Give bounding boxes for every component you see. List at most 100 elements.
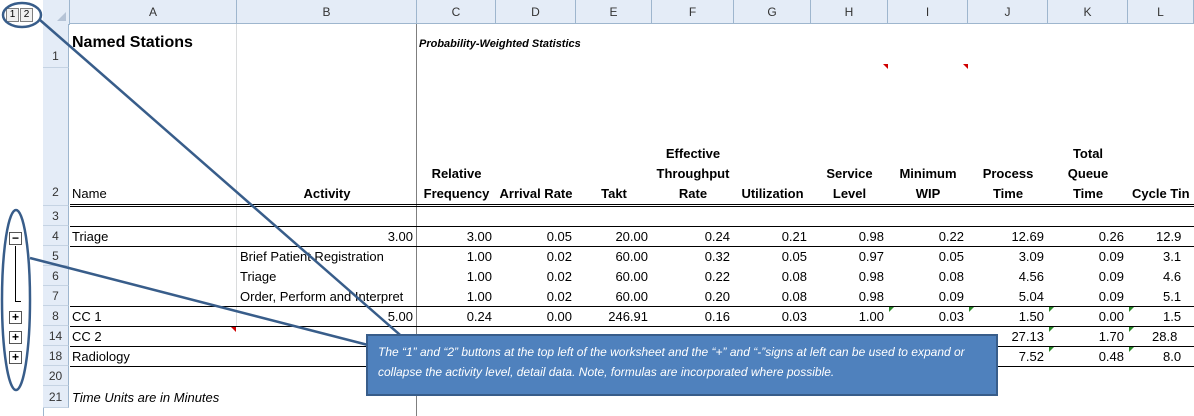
cell-value[interactable]: 28.8 bbox=[1152, 329, 1178, 344]
cell-value[interactable]: 1.50 bbox=[1018, 309, 1044, 324]
cell-value[interactable]: 0.32 bbox=[704, 249, 730, 264]
cell-value[interactable]: 12.69 bbox=[1011, 229, 1044, 244]
header-activity[interactable]: Activity bbox=[303, 186, 351, 201]
cell-value[interactable]: 12.9 bbox=[1156, 229, 1182, 244]
cell-value[interactable]: 0.22 bbox=[938, 229, 964, 244]
cell-activity[interactable]: Order, Perform and Interpret bbox=[240, 289, 404, 304]
outline-level-2-button[interactable]: 2 bbox=[20, 8, 33, 22]
column-header-j[interactable]: J bbox=[968, 0, 1048, 24]
outline-level-1-button[interactable]: 1 bbox=[6, 8, 19, 22]
cell-name[interactable]: Triage bbox=[72, 229, 109, 244]
cell-name[interactable]: Radiology bbox=[72, 349, 130, 364]
header-utilization[interactable]: Utilization bbox=[741, 186, 804, 201]
column-header-e[interactable]: E bbox=[576, 0, 652, 24]
cell-value[interactable]: 0.21 bbox=[781, 229, 807, 244]
cell-value[interactable]: 0.05 bbox=[781, 249, 807, 264]
row-header-20[interactable]: 20 bbox=[43, 366, 69, 386]
cell-value[interactable]: 0.97 bbox=[858, 249, 884, 264]
cell-value[interactable]: 60.00 bbox=[615, 289, 648, 304]
cell-value[interactable]: 1.00 bbox=[466, 269, 492, 284]
row-header-18[interactable]: 18 bbox=[43, 346, 69, 366]
cell-value[interactable]: 0.05 bbox=[938, 249, 964, 264]
row-header-4[interactable]: 4 bbox=[43, 226, 69, 246]
row-header-14[interactable]: 14 bbox=[43, 326, 69, 346]
column-header-h[interactable]: H bbox=[811, 0, 888, 24]
row-header-2[interactable]: 2 bbox=[43, 68, 69, 206]
cell-value[interactable]: 3.00 bbox=[466, 229, 492, 244]
cell-value[interactable]: 0.02 bbox=[546, 249, 572, 264]
cell-value[interactable]: 246.91 bbox=[608, 309, 648, 324]
cell-value[interactable]: 1.5 bbox=[1163, 309, 1182, 324]
cell-value[interactable]: 0.02 bbox=[546, 269, 572, 284]
cell-value[interactable]: 0.26 bbox=[1098, 229, 1124, 244]
column-header-d[interactable]: D bbox=[496, 0, 576, 24]
cell-value[interactable]: 0.00 bbox=[1098, 309, 1124, 324]
column-header-g[interactable]: G bbox=[734, 0, 811, 24]
row-header-6[interactable]: 6 bbox=[43, 266, 69, 286]
cell-value[interactable]: 4.56 bbox=[1018, 269, 1044, 284]
cell-activity-count[interactable]: 5.00 bbox=[387, 309, 413, 324]
cell-value[interactable]: 60.00 bbox=[615, 269, 648, 284]
cell-value[interactable]: 20.00 bbox=[615, 229, 648, 244]
column-header-b[interactable]: B bbox=[237, 0, 417, 24]
sheet-title[interactable]: Named Stations bbox=[72, 34, 193, 51]
footnote[interactable]: Time Units are in Minutes bbox=[72, 390, 220, 405]
header-cycle-time[interactable]: Cycle Tin bbox=[1132, 186, 1190, 201]
cell-value[interactable]: 0.03 bbox=[781, 309, 807, 324]
column-header-f[interactable]: F bbox=[652, 0, 734, 24]
cell-value[interactable]: 0.22 bbox=[704, 269, 730, 284]
cell-value[interactable]: 1.00 bbox=[858, 309, 884, 324]
cell-activity-count[interactable]: 3.00 bbox=[387, 229, 413, 244]
cell-value[interactable]: 8.0 bbox=[1163, 349, 1182, 364]
row-header-1[interactable]: 1 bbox=[43, 24, 69, 68]
row-header-21[interactable]: 21 bbox=[43, 386, 69, 408]
header-total-queue-time-line3[interactable]: Time bbox=[1072, 186, 1104, 201]
cell-value[interactable]: 0.08 bbox=[781, 269, 807, 284]
cell-value[interactable]: 0.98 bbox=[858, 229, 884, 244]
cell-value[interactable]: 0.03 bbox=[938, 309, 964, 324]
header-effective-throughput-line3[interactable]: Rate bbox=[678, 186, 708, 201]
cell-value[interactable]: 0.48 bbox=[1098, 349, 1124, 364]
cell-value[interactable]: 3.1 bbox=[1163, 249, 1182, 264]
cell-value[interactable]: 5.04 bbox=[1018, 289, 1044, 304]
expand-group-plus-button-cc1[interactable]: + bbox=[9, 311, 22, 324]
cell-value[interactable]: 5.1 bbox=[1163, 289, 1182, 304]
cell-value[interactable]: 3.09 bbox=[1018, 249, 1044, 264]
cell-value[interactable]: 0.24 bbox=[466, 309, 492, 324]
cell-value[interactable]: 1.00 bbox=[466, 249, 492, 264]
cell-value[interactable]: 0.09 bbox=[1098, 269, 1124, 284]
cell-value[interactable]: 0.09 bbox=[1098, 249, 1124, 264]
row-header-3[interactable]: 3 bbox=[43, 206, 69, 226]
cell-value[interactable]: 60.00 bbox=[615, 249, 648, 264]
header-relative-frequency-line2[interactable]: Frequency bbox=[423, 186, 490, 201]
cell-value[interactable]: 0.02 bbox=[546, 289, 572, 304]
header-service-level-line2[interactable]: Level bbox=[832, 186, 867, 201]
column-header-i[interactable]: I bbox=[888, 0, 968, 24]
cell-value[interactable]: 4.6 bbox=[1163, 269, 1182, 284]
column-header-c[interactable]: C bbox=[417, 0, 496, 24]
cell-value[interactable]: 0.09 bbox=[1098, 289, 1124, 304]
row-header-7[interactable]: 7 bbox=[43, 286, 69, 306]
cell-value[interactable]: 0.09 bbox=[938, 289, 964, 304]
cell-value[interactable]: 0.20 bbox=[704, 289, 730, 304]
cell-value[interactable]: 1.70 bbox=[1098, 329, 1124, 344]
column-header-l[interactable]: L bbox=[1128, 0, 1194, 24]
cell-value[interactable]: 1.00 bbox=[466, 289, 492, 304]
cell-value[interactable]: 0.05 bbox=[546, 229, 572, 244]
cell-value[interactable]: 0.00 bbox=[546, 309, 572, 324]
header-minimum-wip-line2[interactable]: WIP bbox=[915, 186, 941, 201]
cell-value[interactable]: 0.16 bbox=[704, 309, 730, 324]
header-process-time-line2[interactable]: Time bbox=[992, 186, 1024, 201]
cell-value[interactable]: 0.24 bbox=[704, 229, 730, 244]
cell-value[interactable]: 7.52 bbox=[1018, 349, 1044, 364]
section-subtitle[interactable]: Probability-Weighted Statistics bbox=[419, 38, 581, 50]
header-arrival-rate[interactable]: Arrival Rate bbox=[499, 186, 573, 201]
cell-value[interactable]: 0.08 bbox=[938, 269, 964, 284]
row-header-8[interactable]: 8 bbox=[43, 306, 69, 326]
cell-value[interactable]: 0.98 bbox=[858, 289, 884, 304]
cell-name[interactable]: CC 2 bbox=[72, 329, 102, 344]
cell-value[interactable]: 0.08 bbox=[781, 289, 807, 304]
cell-activity[interactable]: Triage bbox=[240, 269, 277, 284]
cell-value[interactable]: 27.13 bbox=[1011, 329, 1044, 344]
collapse-group-minus-button[interactable]: − bbox=[9, 232, 22, 245]
